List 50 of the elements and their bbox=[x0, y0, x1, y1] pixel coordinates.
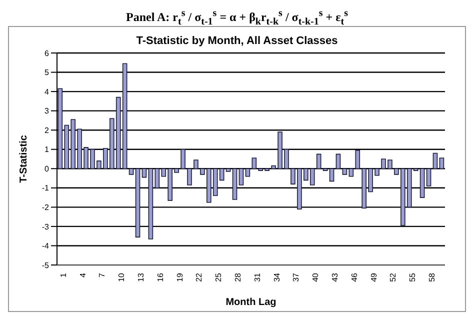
y-tick-label: 2 bbox=[44, 126, 50, 135]
y-tick-label: 0 bbox=[44, 164, 50, 174]
y-tick-label: -2 bbox=[42, 203, 50, 212]
x-tick-label: 16 bbox=[156, 272, 165, 282]
bar bbox=[148, 168, 154, 240]
bar bbox=[426, 168, 432, 186]
y-tick-label: -4 bbox=[42, 242, 50, 251]
x-tick-label: 22 bbox=[194, 272, 204, 282]
x-tick-label: 49 bbox=[369, 272, 378, 282]
x-tick-label: 13 bbox=[136, 272, 146, 282]
x-tick-label: 40 bbox=[311, 272, 320, 282]
x-tick-label: 55 bbox=[408, 272, 418, 282]
bar bbox=[226, 168, 231, 172]
x-tick-label: 34 bbox=[272, 272, 282, 282]
y-tick-label: 3 bbox=[44, 106, 50, 116]
y-axis-title: T-Statistic bbox=[18, 134, 30, 183]
bar bbox=[142, 168, 147, 178]
y-tick-label: 5 bbox=[44, 68, 50, 78]
y-tick-label: -3 bbox=[42, 222, 50, 232]
x-tick-label: 4 bbox=[78, 272, 88, 278]
x-tick-label: 7 bbox=[98, 272, 107, 278]
x-tick-label: 43 bbox=[330, 272, 340, 282]
x-tick-label: 25 bbox=[214, 272, 224, 282]
y-tick-label: 4 bbox=[44, 87, 50, 96]
x-tick-label: 52 bbox=[388, 272, 398, 282]
x-tick-label: 28 bbox=[234, 272, 243, 282]
bar bbox=[420, 168, 425, 198]
x-tick-label: 19 bbox=[175, 272, 184, 282]
y-tick-label: 1 bbox=[44, 145, 50, 154]
bar bbox=[342, 168, 348, 175]
x-tick-label: 10 bbox=[117, 272, 126, 282]
y-tick-label: -5 bbox=[42, 260, 50, 270]
bar bbox=[336, 154, 341, 170]
bar bbox=[432, 152, 438, 170]
chart-subtitle: T-Statistic by Month, All Asset Classes bbox=[135, 35, 339, 47]
bar bbox=[232, 168, 238, 200]
bar bbox=[128, 168, 134, 175]
x-tick-label: 31 bbox=[252, 272, 262, 282]
bar bbox=[439, 158, 444, 170]
x-tick-label: 58 bbox=[428, 272, 437, 282]
bar bbox=[238, 168, 244, 186]
x-tick-label: 1 bbox=[58, 272, 68, 278]
x-axis-title: Month Lag bbox=[226, 297, 276, 308]
y-tick-label: -1 bbox=[42, 184, 50, 193]
bar bbox=[135, 168, 140, 238]
bar bbox=[329, 168, 334, 182]
x-tick-label: 37 bbox=[292, 272, 301, 282]
bar bbox=[245, 168, 250, 177]
x-tick-label: 46 bbox=[350, 272, 359, 282]
y-tick-label: 6 bbox=[44, 48, 50, 58]
